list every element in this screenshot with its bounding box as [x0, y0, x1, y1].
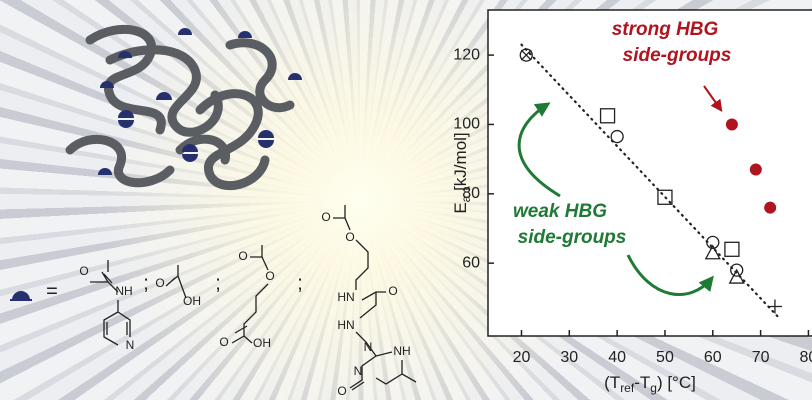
x-tick-label: 80	[800, 349, 812, 366]
atom-label: O	[265, 269, 274, 283]
side-group-icon	[12, 291, 30, 300]
x-tick-label: 20	[513, 349, 531, 366]
equals-sign: =	[46, 280, 58, 302]
polymer-network	[70, 28, 302, 186]
atom-label: NH	[115, 284, 132, 298]
graphic: = ; ; ; O NH N O OH O O O OH O O HN O HN…	[0, 0, 812, 400]
x-label-part: ) [°C]	[657, 373, 696, 392]
separator: ;	[143, 272, 149, 294]
annotation: strong HBG	[612, 19, 719, 40]
x-tick-label: 30	[560, 349, 578, 366]
scene: = ; ; ; O NH N O OH O O O OH O O HN O HN…	[0, 0, 812, 400]
atom-label: N	[126, 338, 135, 352]
x-tick-label: 60	[704, 349, 722, 366]
x-tick-label: 70	[752, 349, 770, 366]
y-tick-label: 120	[453, 46, 480, 63]
atom-label: O	[219, 335, 228, 349]
separator: ;	[297, 272, 303, 294]
atom-label: NH	[393, 344, 410, 358]
atom-label: OH	[253, 336, 271, 350]
annotation: weak HBG	[513, 201, 607, 222]
annotation: side-groups	[623, 45, 732, 66]
x-axis-label: (Tref-Tg) [°C]	[604, 373, 696, 395]
x-label-part: (T	[604, 373, 620, 392]
separator: ;	[215, 272, 221, 294]
x-tick-label: 40	[608, 349, 626, 366]
y-label-main: E	[451, 202, 470, 213]
point	[750, 164, 762, 176]
x-label-sub: ref	[620, 381, 635, 395]
x-label-part: -T	[634, 373, 650, 392]
atom-label: HN	[337, 318, 354, 332]
atom-label: O	[155, 276, 164, 290]
atom-label: O	[345, 230, 354, 244]
atom-label: O	[388, 284, 397, 298]
x-label-sub: g	[650, 381, 657, 395]
y-tick-label: 60	[462, 254, 480, 271]
atom-label: OH	[183, 294, 201, 308]
point	[726, 118, 738, 130]
atom-label: O	[238, 249, 247, 263]
x-tick-label: 50	[656, 349, 674, 366]
atom-label: O	[79, 264, 88, 278]
atom-label: HN	[337, 290, 354, 304]
y-tick-label: 100	[453, 116, 480, 133]
atom-label: O	[321, 210, 330, 224]
atom-label: N	[354, 364, 363, 378]
atom-label: N	[364, 340, 373, 354]
chem-scheme: = ; ; ; O NH N O OH O O O OH O O HN O HN…	[10, 205, 416, 398]
y-tick-label: 80	[462, 185, 480, 202]
annotation: side-groups	[518, 227, 627, 248]
atom-label: O	[337, 384, 346, 398]
point	[764, 202, 776, 214]
